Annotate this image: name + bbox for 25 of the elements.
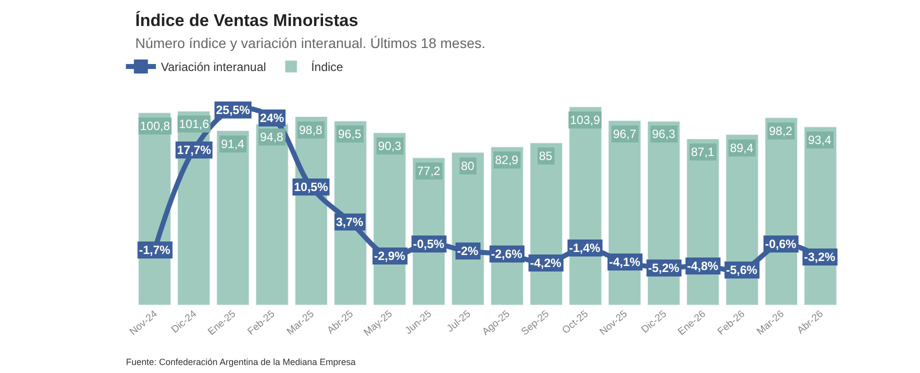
data-label: 85 (539, 149, 553, 163)
data-label: 90,3 (378, 139, 402, 153)
legend-label: Índice (311, 60, 344, 74)
source-note: Fuente: Confederación Argentina de la Mediana Empresa (126, 357, 356, 367)
data-label: 93,4 (808, 133, 832, 147)
data-label: 87,1 (691, 145, 715, 159)
data-label: 96,7 (613, 127, 637, 141)
data-label: 94,8 (260, 130, 284, 144)
chart-title: Índice de Ventas Minoristas (135, 10, 358, 30)
data-label: 98,2 (769, 124, 793, 138)
data-label: 101,6 (179, 117, 210, 131)
data-label: 77,2 (417, 164, 441, 178)
chart-subtitle: Número índice y variación interanual. Últimos 18 meses. (135, 35, 486, 52)
data-label: 103,9 (570, 113, 600, 127)
bar (256, 124, 288, 305)
bar (216, 130, 250, 305)
data-label: 82,9 (495, 153, 519, 167)
data-label: 96,3 (652, 127, 676, 141)
data-label: 91,4 (221, 137, 245, 151)
data-label: 96,5 (338, 127, 362, 141)
legend-label: Variación interanual (160, 60, 266, 74)
data-label: 89,4 (730, 141, 754, 155)
data-label: 80 (461, 159, 475, 173)
data-label: 100,8 (140, 119, 170, 133)
data-label: 98,8 (299, 123, 323, 137)
